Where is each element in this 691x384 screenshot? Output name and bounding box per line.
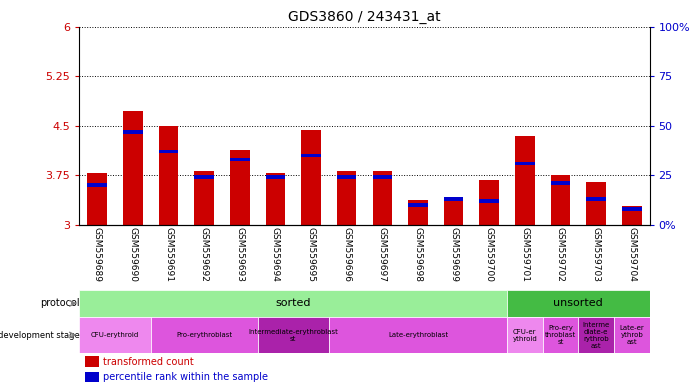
Text: GSM559700: GSM559700 [484, 227, 493, 281]
Text: GSM559693: GSM559693 [236, 227, 245, 281]
Bar [372, 171, 392, 225]
Text: GSM559689: GSM559689 [93, 227, 102, 281]
Text: Pro-ery
throblast
st: Pro-ery throblast st [545, 325, 576, 345]
Bar [408, 203, 428, 207]
Bar [337, 175, 357, 179]
Text: Late-erythroblast: Late-erythroblast [388, 332, 448, 338]
Bar [444, 197, 464, 201]
Bar [123, 111, 143, 225]
Text: GSM559703: GSM559703 [591, 227, 600, 281]
Bar [551, 175, 570, 225]
Text: GSM559698: GSM559698 [413, 227, 422, 281]
Text: CFU-er
ythroid: CFU-er ythroid [513, 329, 537, 341]
Bar [79, 317, 151, 353]
Bar [258, 317, 329, 353]
Bar [230, 150, 249, 225]
Bar [578, 317, 614, 353]
Text: Intermediate-erythroblast
st: Intermediate-erythroblast st [248, 329, 338, 341]
Text: transformed count: transformed count [104, 357, 194, 367]
Bar [444, 200, 464, 225]
Text: development stage: development stage [0, 331, 79, 339]
Bar [542, 317, 578, 353]
Bar [372, 175, 392, 179]
Bar [85, 372, 100, 382]
Bar [230, 157, 249, 161]
Bar [79, 290, 507, 317]
Bar [551, 181, 570, 185]
Bar [88, 183, 107, 187]
Text: Interme
diate-e
rythrob
ast: Interme diate-e rythrob ast [583, 321, 609, 349]
Text: percentile rank within the sample: percentile rank within the sample [104, 372, 268, 382]
Bar [85, 356, 100, 367]
Bar [159, 150, 178, 153]
Text: GSM559699: GSM559699 [449, 227, 458, 281]
Text: GSM559696: GSM559696 [342, 227, 351, 281]
Bar [301, 130, 321, 225]
Text: protocol: protocol [40, 298, 79, 308]
Bar [88, 173, 107, 225]
Text: Pro-erythroblast: Pro-erythroblast [176, 332, 232, 338]
Text: GSM559701: GSM559701 [520, 227, 529, 281]
Text: GSM559691: GSM559691 [164, 227, 173, 281]
Bar [194, 175, 214, 179]
Bar [194, 170, 214, 225]
Text: unsorted: unsorted [553, 298, 603, 308]
Bar [614, 317, 650, 353]
Text: GSM559702: GSM559702 [556, 227, 565, 281]
Bar [408, 200, 428, 225]
Bar [480, 180, 499, 225]
Text: sorted: sorted [276, 298, 311, 308]
Bar [480, 199, 499, 203]
Bar [622, 207, 641, 211]
Bar [265, 175, 285, 179]
Bar [329, 317, 507, 353]
Text: Late-er
ythrob
ast: Late-er ythrob ast [619, 325, 644, 345]
Bar [265, 172, 285, 225]
Bar [507, 317, 542, 353]
Bar [586, 182, 606, 225]
Text: GSM559697: GSM559697 [378, 227, 387, 281]
Bar [515, 162, 535, 165]
Text: GSM559690: GSM559690 [129, 227, 138, 281]
Text: GSM559704: GSM559704 [627, 227, 636, 281]
Bar [622, 206, 641, 225]
Bar [507, 290, 650, 317]
Bar [337, 171, 357, 225]
Bar [123, 130, 143, 134]
Text: GSM559695: GSM559695 [307, 227, 316, 281]
Text: GSM559692: GSM559692 [200, 227, 209, 281]
Bar [151, 317, 258, 353]
Text: CFU-erythroid: CFU-erythroid [91, 332, 139, 338]
Text: GSM559694: GSM559694 [271, 227, 280, 281]
Title: GDS3860 / 243431_at: GDS3860 / 243431_at [288, 10, 441, 25]
Bar [301, 154, 321, 157]
Bar [515, 136, 535, 225]
Bar [159, 126, 178, 225]
Bar [586, 197, 606, 201]
